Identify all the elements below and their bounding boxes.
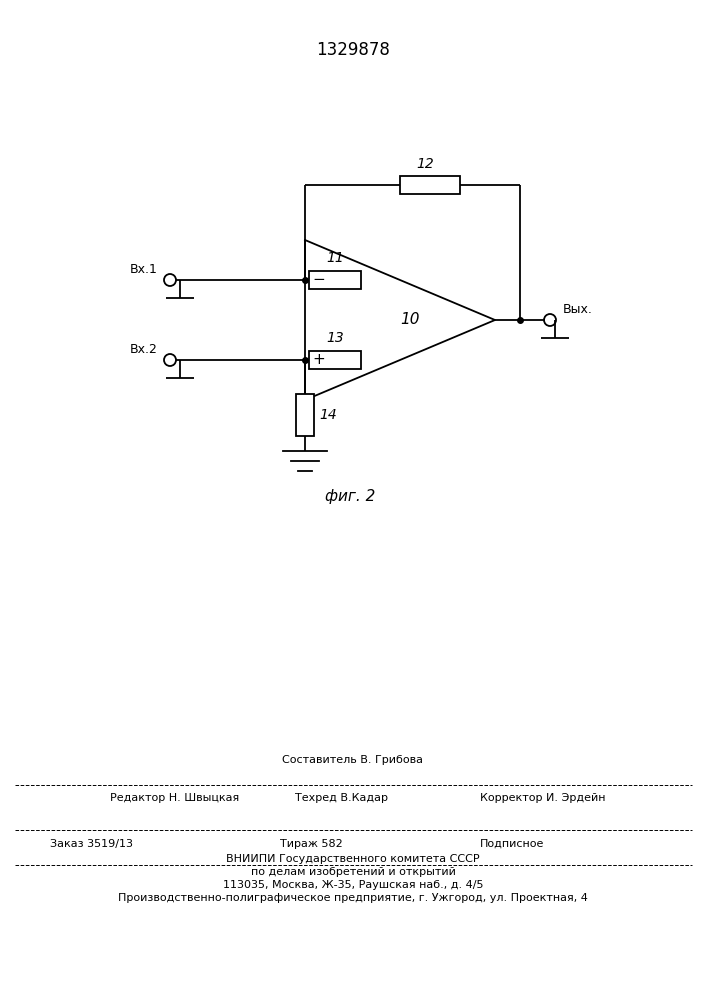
Text: 10: 10 <box>400 312 420 328</box>
Text: Вх.1: Вх.1 <box>130 263 158 276</box>
Text: фиг. 2: фиг. 2 <box>325 488 375 504</box>
Text: +: + <box>312 353 325 367</box>
Bar <box>309 271 361 289</box>
Text: Редактор Н. Швыцкая: Редактор Н. Швыцкая <box>110 793 239 803</box>
Text: 13: 13 <box>326 331 344 345</box>
Text: Заказ 3519/13: Заказ 3519/13 <box>50 839 133 849</box>
Text: Производственно-полиграфическое предприятие, г. Ужгород, ул. Проектная, 4: Производственно-полиграфическое предприя… <box>118 893 588 903</box>
Text: Подписное: Подписное <box>480 839 544 849</box>
Text: по делам изобретений и открытий: по делам изобретений и открытий <box>250 867 455 877</box>
Text: ВНИИПИ Государственного комитета СССР: ВНИИПИ Государственного комитета СССР <box>226 854 480 864</box>
Text: 11: 11 <box>326 251 344 265</box>
Text: 14: 14 <box>319 408 337 422</box>
Bar <box>296 394 314 436</box>
Text: Техред В.Кадар: Техред В.Кадар <box>295 793 388 803</box>
Text: Составитель В. Грибова: Составитель В. Грибова <box>283 755 423 765</box>
Text: 113035, Москва, Ж-35, Раушская наб., д. 4/5: 113035, Москва, Ж-35, Раушская наб., д. … <box>223 880 484 890</box>
Bar <box>400 176 460 194</box>
Text: Вых.: Вых. <box>563 303 593 316</box>
Text: −: − <box>312 272 325 288</box>
Text: 12: 12 <box>416 157 434 171</box>
Text: Тираж 582: Тираж 582 <box>280 839 343 849</box>
Text: Корректор И. Эрдейн: Корректор И. Эрдейн <box>480 793 605 803</box>
Text: 1329878: 1329878 <box>316 41 390 59</box>
Text: Вх.2: Вх.2 <box>130 343 158 356</box>
Bar <box>309 351 361 369</box>
